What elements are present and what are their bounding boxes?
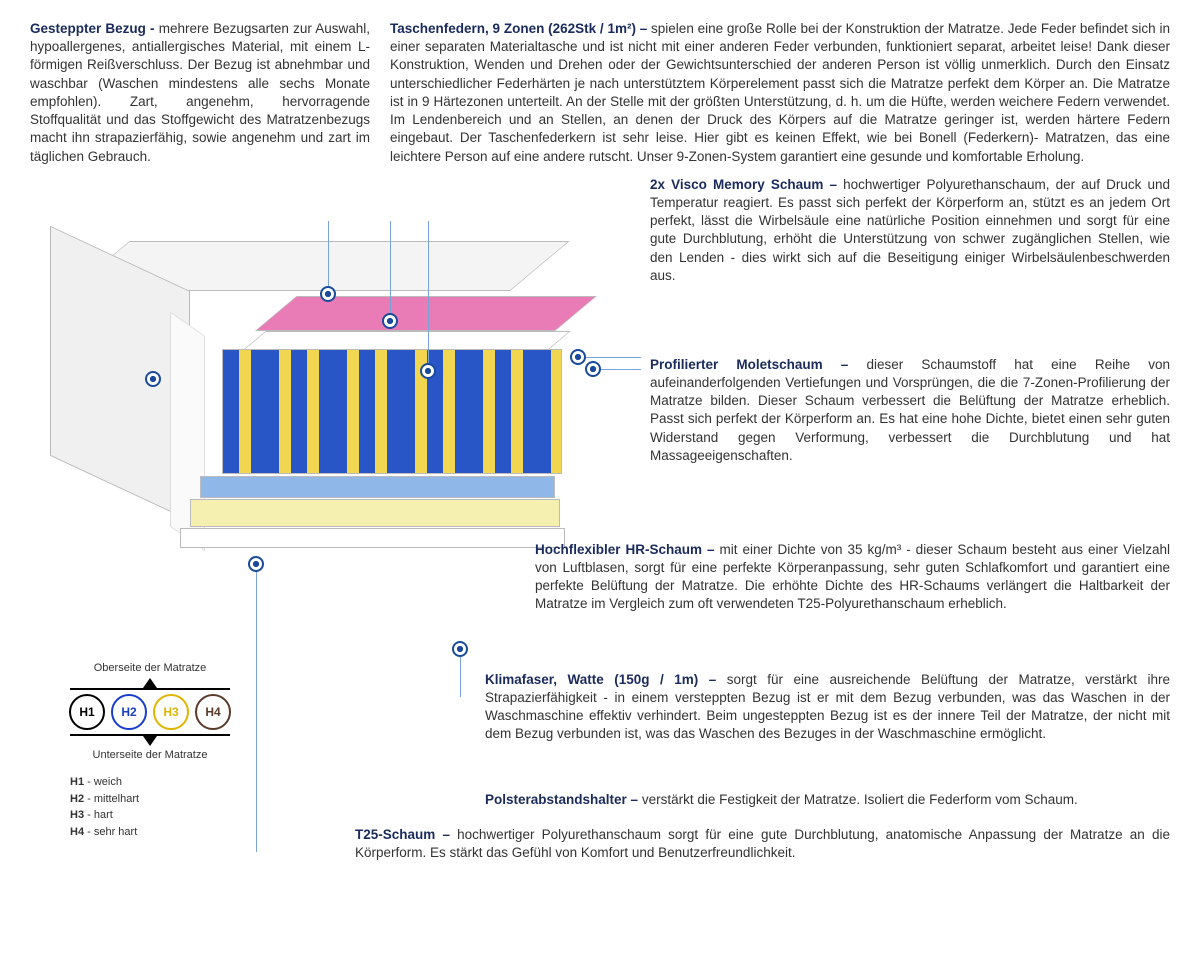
visco-body: hochwertiger Polyurethanschaum, der auf … [650, 177, 1170, 283]
springs-body: spielen eine große Rolle bei der Konstru… [390, 21, 1170, 164]
callout-line [460, 657, 461, 697]
section-t25: T25-Schaum – hochwertiger Polyurethansch… [355, 826, 1170, 862]
callout-dot-icon [452, 641, 468, 657]
cover-title: Gesteppter Bezug - [30, 21, 155, 36]
layer-base [180, 528, 565, 548]
legend-divider [70, 688, 230, 690]
t25-title: T25-Schaum – [355, 827, 450, 842]
section-cover: Gesteppter Bezug - mehrere Bezugsarten z… [30, 20, 370, 166]
callout-line [328, 221, 329, 286]
callout-line [428, 221, 429, 363]
section-polster: Polsterabstandshalter – verstärkt die Fe… [485, 791, 1170, 809]
callout-dot-icon [420, 363, 436, 379]
legend-bot-label: Unterseite der Matratze [40, 748, 260, 763]
callout-line [390, 221, 391, 313]
callout-line [586, 357, 641, 358]
legend-item: H2 - mittelhart [70, 791, 260, 808]
hardness-circle-h1: H1 [69, 694, 105, 730]
callout-dot-icon [145, 371, 161, 387]
callout-dot-icon [570, 349, 586, 365]
section-hr: Hochflexibler HR-Schaum – mit einer Dich… [535, 541, 1170, 614]
layer-springs [222, 349, 562, 474]
layer-visco-foam [255, 296, 597, 331]
section-molet: Profilierter Moletschaum – dieser Schaum… [650, 356, 1170, 465]
legend-top-label: Oberseite der Matratze [40, 661, 260, 676]
polster-body: verstärkt die Festigkeit der Matratze. I… [642, 792, 1078, 807]
callout-dot-icon [320, 286, 336, 302]
callout-dot-icon [382, 313, 398, 329]
hardness-circle-h4: H4 [195, 694, 231, 730]
cover-body: mehrere Bezugsarten zur Auswahl, hypoall… [30, 21, 370, 164]
hardness-legend: Oberseite der Matratze H1H2H3H4 Untersei… [40, 661, 260, 841]
callout-line [601, 369, 641, 370]
visco-title: 2x Visco Memory Schaum – [650, 177, 837, 192]
hardness-circle-h2: H2 [111, 694, 147, 730]
section-klima: Klimafaser, Watte (150g / 1m) – sorgt fü… [485, 671, 1170, 744]
legend-item: H1 - weich [70, 774, 260, 791]
triangle-down-icon [143, 736, 157, 746]
molet-title: Profilierter Moletschaum – [650, 357, 848, 372]
triangle-up-icon [143, 678, 157, 688]
section-visco: 2x Visco Memory Schaum – hochwertiger Po… [650, 176, 1170, 285]
section-springs: Taschenfedern, 9 Zonen (262Stk / 1m²) – … [390, 20, 1170, 166]
klima-title: Klimafaser, Watte (150g / 1m) – [485, 672, 716, 687]
callout-dot-icon [585, 361, 601, 377]
polster-title: Polsterabstandshalter – [485, 792, 638, 807]
molet-body: dieser Schaumstoff hat eine Reihe von au… [650, 357, 1170, 463]
callout-dot-icon [248, 556, 264, 572]
layer-t25-foam [190, 499, 560, 527]
springs-title: Taschenfedern, 9 Zonen (262Stk / 1m²) – [390, 21, 647, 36]
mattress-diagram [30, 201, 600, 641]
legend-item: H3 - hart [70, 807, 260, 824]
hardness-circle-h3: H3 [153, 694, 189, 730]
legend-item: H4 - sehr hart [70, 824, 260, 841]
layer-hr-foam [200, 476, 555, 498]
hr-title: Hochflexibler HR-Schaum – [535, 542, 715, 557]
t25-body: hochwertiger Polyurethanschaum sorgt für… [355, 827, 1170, 860]
